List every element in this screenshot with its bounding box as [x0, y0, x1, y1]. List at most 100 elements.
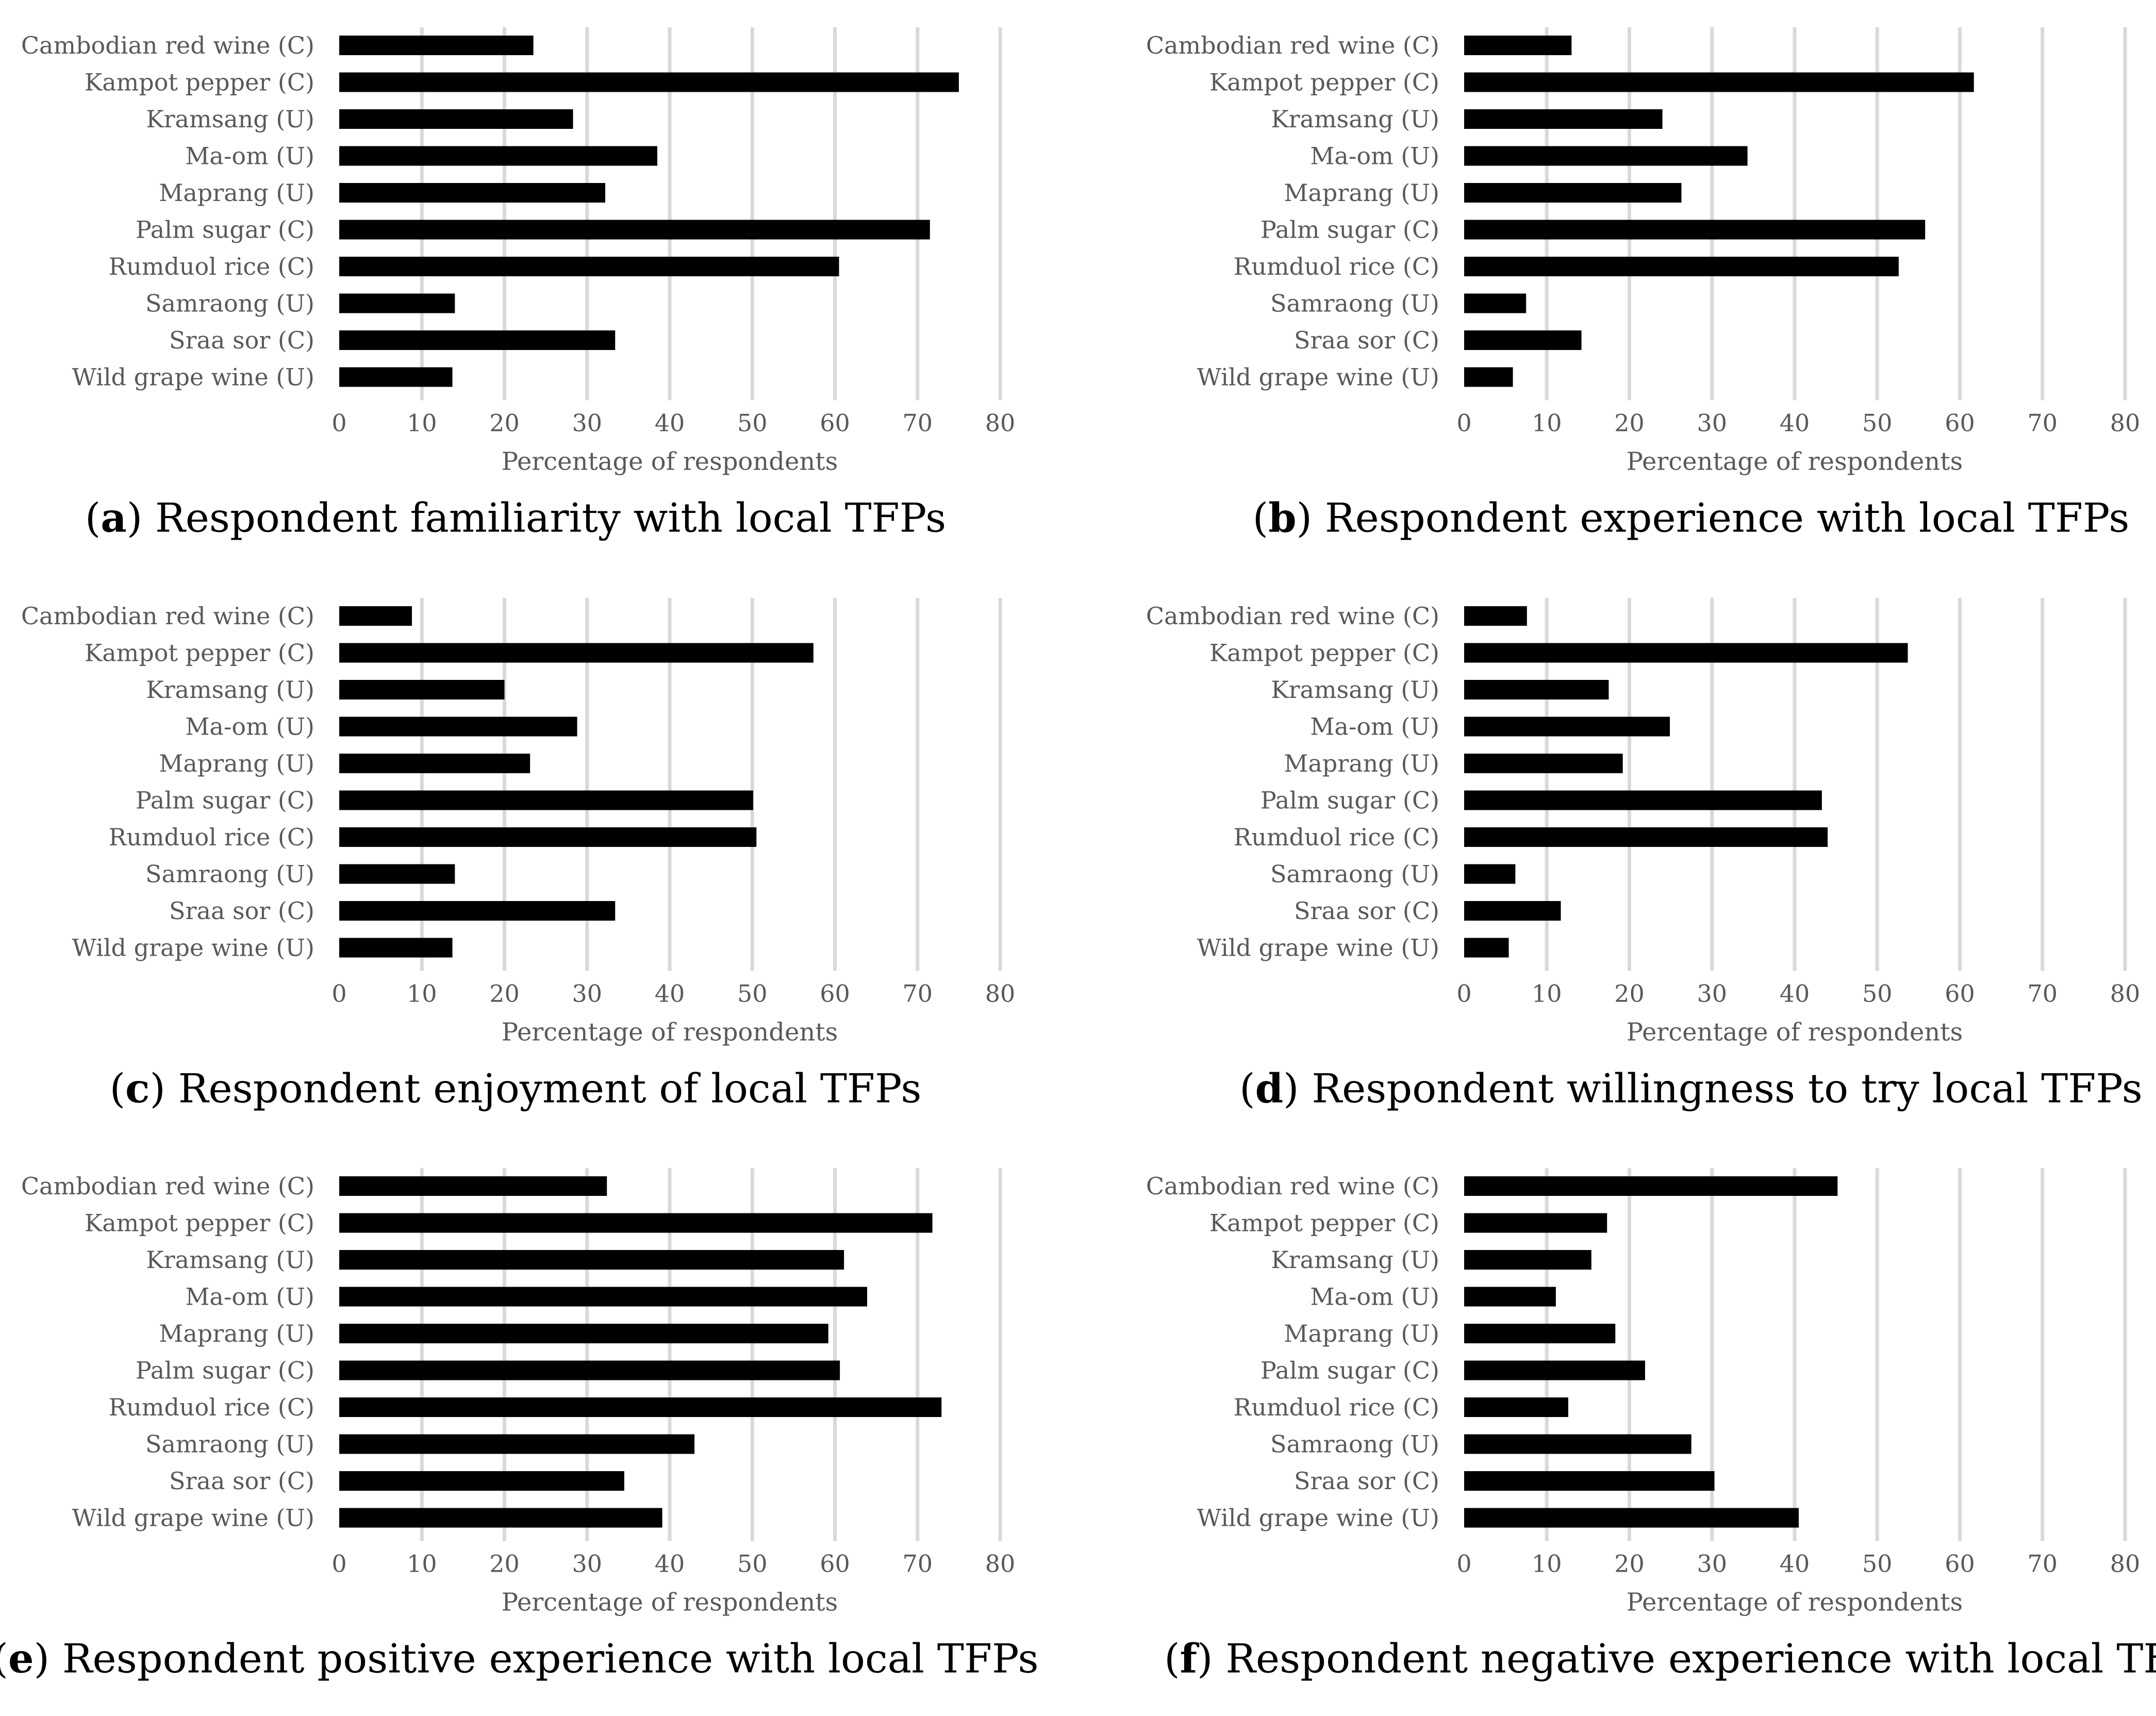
bar: [339, 1471, 624, 1491]
category-label: Palm sugar (C): [1261, 1357, 1439, 1385]
x-tick-label: 80: [2110, 980, 2141, 1008]
category-label: Kampot pepper (C): [1209, 69, 1439, 96]
chart-panel-d: 0 10 20 30 40 50 60 70 80 Cambodian red wine (C) K…: [1146, 598, 2143, 1112]
bar: [1464, 36, 1572, 55]
bar: [1464, 1250, 1591, 1270]
x-tick-label: 70: [902, 409, 933, 437]
category-label: Kampot pepper (C): [85, 639, 314, 667]
category-label: Rumduol rice (C): [1234, 1393, 1439, 1421]
x-axis-title: Percentage of respondents: [502, 1588, 838, 1617]
bar: [1464, 146, 1748, 166]
x-tick-label: 40: [1780, 980, 1810, 1008]
x-axis-title: Percentage of respondents: [502, 447, 838, 476]
bar: [1464, 901, 1561, 921]
x-tick-label: 60: [820, 1550, 850, 1578]
category-label: Maprang (U): [159, 749, 314, 777]
category-label: Wild grape wine (U): [72, 363, 314, 391]
bar: [1464, 109, 1663, 129]
category-label: Cambodian red wine (C): [21, 602, 314, 630]
x-tick-label: 70: [902, 980, 933, 1008]
bar: [1464, 367, 1513, 387]
bar: [339, 1434, 695, 1454]
x-tick-label: 0: [1456, 1550, 1471, 1578]
x-tick-label: 10: [407, 1550, 437, 1578]
category-label: Kramsang (U): [146, 1246, 314, 1274]
panel-caption: (e) Respondent positive experience with …: [0, 1636, 1038, 1682]
panel-caption: (a) Respondent familiarity with local TF…: [85, 495, 946, 542]
x-tick-label: 30: [572, 1550, 602, 1578]
category-label: Sraa sor (C): [169, 326, 314, 354]
bar: [1464, 1397, 1568, 1417]
x-tick-label: 10: [407, 980, 437, 1008]
category-label: Rumduol rice (C): [109, 823, 314, 851]
x-tick-label: 30: [572, 980, 602, 1008]
bar: [1464, 938, 1509, 958]
x-tick-label: 60: [820, 409, 850, 437]
x-axis-title: Percentage of respondents: [1627, 447, 1963, 476]
category-label: Palm sugar (C): [1261, 787, 1439, 814]
bar: [339, 827, 757, 847]
x-tick-label: 10: [1532, 409, 1562, 437]
chart-panel-f: 0 10 20 30 40 50 60 70 80 Cambodian red wine (C) K…: [1146, 1168, 2156, 1682]
x-tick-label: 40: [1780, 409, 1810, 437]
bar: [1464, 1471, 1715, 1491]
bar: [1464, 1434, 1691, 1454]
panel-caption: (c) Respondent enjoyment of local TFPs: [110, 1065, 922, 1112]
category-label: Palm sugar (C): [1261, 216, 1439, 244]
category-label: Sraa sor (C): [1294, 897, 1439, 925]
x-tick-label: 0: [1456, 409, 1471, 437]
bar: [339, 293, 455, 313]
category-label: Sraa sor (C): [1294, 326, 1439, 354]
x-tick-label: 20: [1614, 409, 1645, 437]
category-label: Samraong (U): [1270, 860, 1439, 888]
panel-title: Respondent positive experience with loca…: [62, 1636, 1039, 1682]
x-tick-label: 30: [1697, 980, 1727, 1008]
category-label: Rumduol rice (C): [109, 1393, 314, 1421]
x-tick-label: 20: [489, 980, 520, 1008]
bar: [1464, 1213, 1607, 1233]
x-tick-label: 50: [737, 409, 768, 437]
category-label: Maprang (U): [1284, 749, 1439, 777]
bar: [1464, 183, 1682, 203]
category-label: Palm sugar (C): [136, 1357, 314, 1385]
x-tick-label: 80: [2110, 1550, 2141, 1578]
panel-letter: e: [8, 1636, 34, 1682]
x-tick-label: 20: [1614, 1550, 1645, 1578]
bar: [1464, 1287, 1556, 1307]
panel-letter: f: [1180, 1636, 1200, 1682]
panel-caption: (b) Respondent experience with local TFP…: [1253, 495, 2130, 542]
x-tick-label: 0: [331, 409, 346, 437]
panel-caption: (f) Respondent negative experience with …: [1164, 1636, 2156, 1682]
bar: [339, 1508, 662, 1528]
bar: [1464, 790, 1822, 810]
x-axis-title: Percentage of respondents: [1627, 1018, 1963, 1047]
category-label: Samraong (U): [1270, 290, 1439, 318]
bar: [1464, 1176, 1838, 1196]
bar: [1464, 330, 1582, 350]
category-label: Rumduol rice (C): [1234, 253, 1439, 280]
x-tick-label: 30: [1697, 1550, 1727, 1578]
bar: [339, 1397, 942, 1417]
x-tick-label: 10: [407, 409, 437, 437]
category-label: Kampot pepper (C): [1209, 1209, 1439, 1237]
category-label: Samraong (U): [145, 1430, 314, 1458]
category-label: Ma-om (U): [1310, 713, 1439, 741]
bar: [1464, 72, 1974, 92]
bar: [339, 606, 412, 626]
x-tick-label: 50: [737, 980, 768, 1008]
bar: [339, 1360, 840, 1380]
x-tick-label: 20: [1614, 980, 1645, 1008]
bar: [339, 938, 453, 958]
panel-letter: d: [1255, 1065, 1284, 1112]
category-label: Sraa sor (C): [169, 897, 314, 925]
category-label: Kramsang (U): [146, 105, 314, 133]
x-tick-label: 30: [572, 409, 602, 437]
category-label: Maprang (U): [159, 179, 314, 207]
category-label: Ma-om (U): [185, 713, 314, 741]
category-label: Wild grape wine (U): [1197, 1504, 1439, 1532]
category-label: Ma-om (U): [1310, 1283, 1439, 1311]
bar: [1464, 754, 1623, 773]
category-label: Kramsang (U): [146, 676, 314, 704]
category-label: Palm sugar (C): [136, 216, 314, 244]
category-label: Cambodian red wine (C): [21, 1172, 314, 1200]
